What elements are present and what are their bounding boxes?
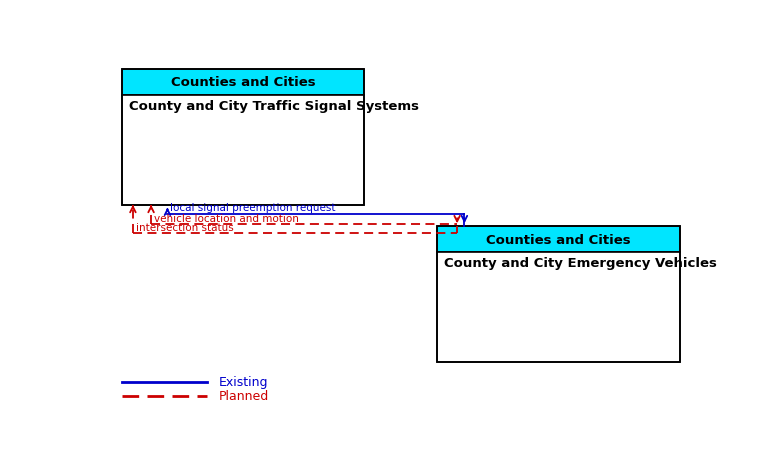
Text: County and City Emergency Vehicles: County and City Emergency Vehicles <box>444 257 717 269</box>
Text: County and City Traffic Signal Systems: County and City Traffic Signal Systems <box>129 100 419 113</box>
Bar <box>437 227 680 252</box>
Text: local signal preemption request: local signal preemption request <box>170 202 336 212</box>
Bar <box>122 70 364 95</box>
Bar <box>437 227 680 362</box>
Text: Existing: Existing <box>219 375 268 388</box>
Text: Planned: Planned <box>219 389 269 402</box>
Text: Counties and Cities: Counties and Cities <box>171 76 315 89</box>
Bar <box>122 70 364 205</box>
Text: intersection status: intersection status <box>136 222 234 232</box>
Text: Counties and Cities: Counties and Cities <box>486 233 630 246</box>
Bar <box>437 252 680 362</box>
Text: vehicle location and motion: vehicle location and motion <box>154 213 299 223</box>
Bar <box>122 95 364 205</box>
